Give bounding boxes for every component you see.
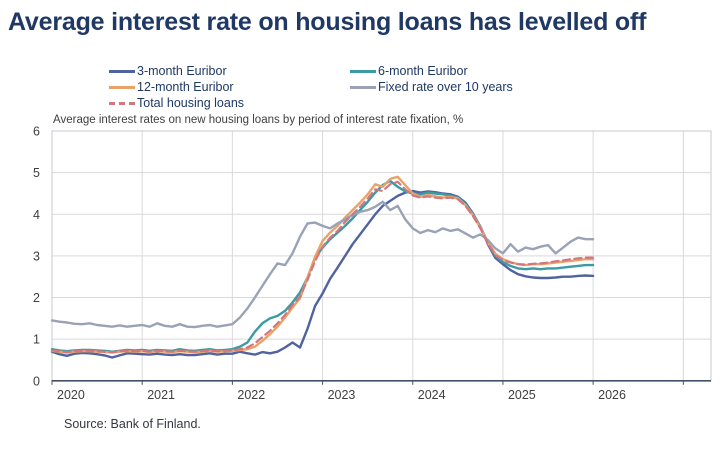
legend-label: 12-month Euribor	[137, 80, 234, 94]
grid	[52, 130, 711, 381]
svg-text:0: 0	[33, 374, 40, 388]
chart-subtitle: Average interest rates on new housing lo…	[53, 114, 464, 126]
chart-line-3-month-euribor	[50, 189, 595, 359]
svg-text:2: 2	[33, 291, 40, 305]
legend-label: Fixed rate over 10 years	[378, 80, 513, 94]
legend-item-total-housing-loans: Total housing loans	[109, 95, 350, 111]
chart-title: Average interest rate on housing loans h…	[8, 8, 647, 36]
legend-swatch-fixed-rate-over-10-years	[350, 85, 376, 89]
y-axis-labels: 0 1 2 3 4 5 6	[33, 125, 40, 389]
x-axis-labels: 2020 2021 2022 2023 2024 2025 2026	[57, 388, 626, 402]
svg-text:5: 5	[33, 166, 40, 180]
svg-text:2022: 2022	[237, 388, 265, 402]
source-note: Source: Bank of Finland.	[64, 417, 201, 431]
svg-text:1: 1	[33, 333, 40, 347]
svg-text:2020: 2020	[57, 388, 85, 402]
legend-label: 6-month Euribor	[378, 64, 468, 78]
chart-line-total-housing-loans	[50, 180, 595, 354]
legend-swatch-12-month-euribor	[109, 85, 135, 89]
chart-line-fixed-rate-over-10-years	[50, 200, 595, 329]
svg-text:2025: 2025	[508, 388, 536, 402]
legend-item-6-month-euribor: 6-month Euribor	[350, 63, 513, 79]
legend-swatch-6-month-euribor	[350, 69, 376, 73]
svg-text:2023: 2023	[328, 388, 356, 402]
legend-label: Total housing loans	[137, 96, 245, 110]
x-axis	[51, 379, 711, 385]
legend-swatch-3-month-euribor	[109, 69, 135, 73]
legend-item-fixed-rate-over-10-years: Fixed rate over 10 years	[350, 79, 513, 95]
legend-swatch-total-housing-loans	[109, 101, 135, 105]
legend-item-12-month-euribor: 12-month Euribor	[109, 79, 350, 95]
svg-text:2021: 2021	[147, 388, 175, 402]
legend: 3-month Euribor 12-month Euribor Total h…	[109, 63, 513, 111]
svg-text:6: 6	[33, 125, 40, 139]
legend-item-3-month-euribor: 3-month Euribor	[109, 63, 350, 79]
series-lines	[50, 175, 595, 359]
legend-label: 3-month Euribor	[137, 64, 227, 78]
svg-text:4: 4	[33, 208, 40, 222]
svg-text:2026: 2026	[598, 388, 626, 402]
svg-text:2024: 2024	[418, 388, 446, 402]
svg-text:3: 3	[33, 249, 40, 263]
